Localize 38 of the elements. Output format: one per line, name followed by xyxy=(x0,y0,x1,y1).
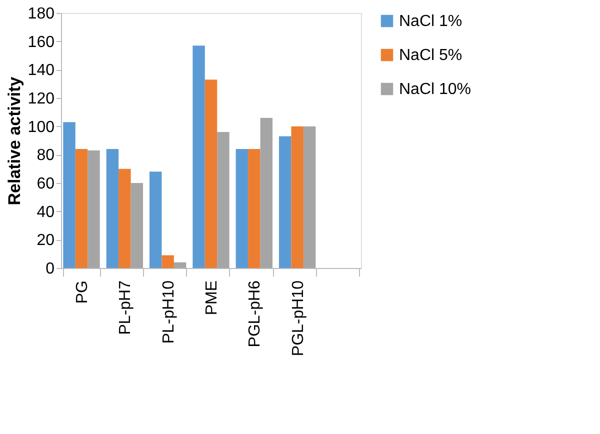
y-tick-label: 40 xyxy=(36,204,55,221)
bar xyxy=(217,132,230,268)
bar xyxy=(291,126,304,268)
bar xyxy=(149,172,162,268)
legend-label: NaCl 5% xyxy=(399,47,462,64)
y-tick-label: 20 xyxy=(36,232,55,250)
bar xyxy=(88,150,100,268)
bar xyxy=(118,168,131,268)
y-tick-label: 180 xyxy=(28,6,55,22)
x-tick-label: PL-pH7 xyxy=(117,280,134,335)
x-tick-label: PL-pH10 xyxy=(160,280,178,344)
bar xyxy=(278,136,292,268)
x-tick-label: PME xyxy=(204,280,220,316)
x-tick-label: PG xyxy=(74,280,92,304)
y-tick-label: 140 xyxy=(28,62,55,80)
y-tick-label: 100 xyxy=(28,118,55,136)
bar xyxy=(63,122,76,268)
y-tick-label: 60 xyxy=(36,176,55,192)
bar xyxy=(162,255,174,268)
bar xyxy=(75,149,88,268)
legend-label: NaCl 10% xyxy=(399,81,472,98)
bar xyxy=(236,149,248,268)
y-tick-label: 80 xyxy=(36,147,55,164)
bar xyxy=(204,80,218,268)
bar xyxy=(303,126,316,268)
bar xyxy=(174,262,186,268)
bar xyxy=(192,46,205,268)
bar xyxy=(106,149,119,268)
x-tick-label: PGL-pH6 xyxy=(246,280,264,348)
y-axis-title: Relative activity xyxy=(4,76,24,206)
legend-label: NaCl 1% xyxy=(399,13,462,30)
y-tick-label: 0 xyxy=(46,260,55,278)
y-tick-label: 160 xyxy=(28,34,55,51)
bar xyxy=(130,183,144,268)
y-tick-label: 120 xyxy=(28,90,55,108)
bar xyxy=(260,118,273,268)
x-tick-label: PGL-pH10 xyxy=(290,280,307,356)
bar xyxy=(248,149,260,268)
